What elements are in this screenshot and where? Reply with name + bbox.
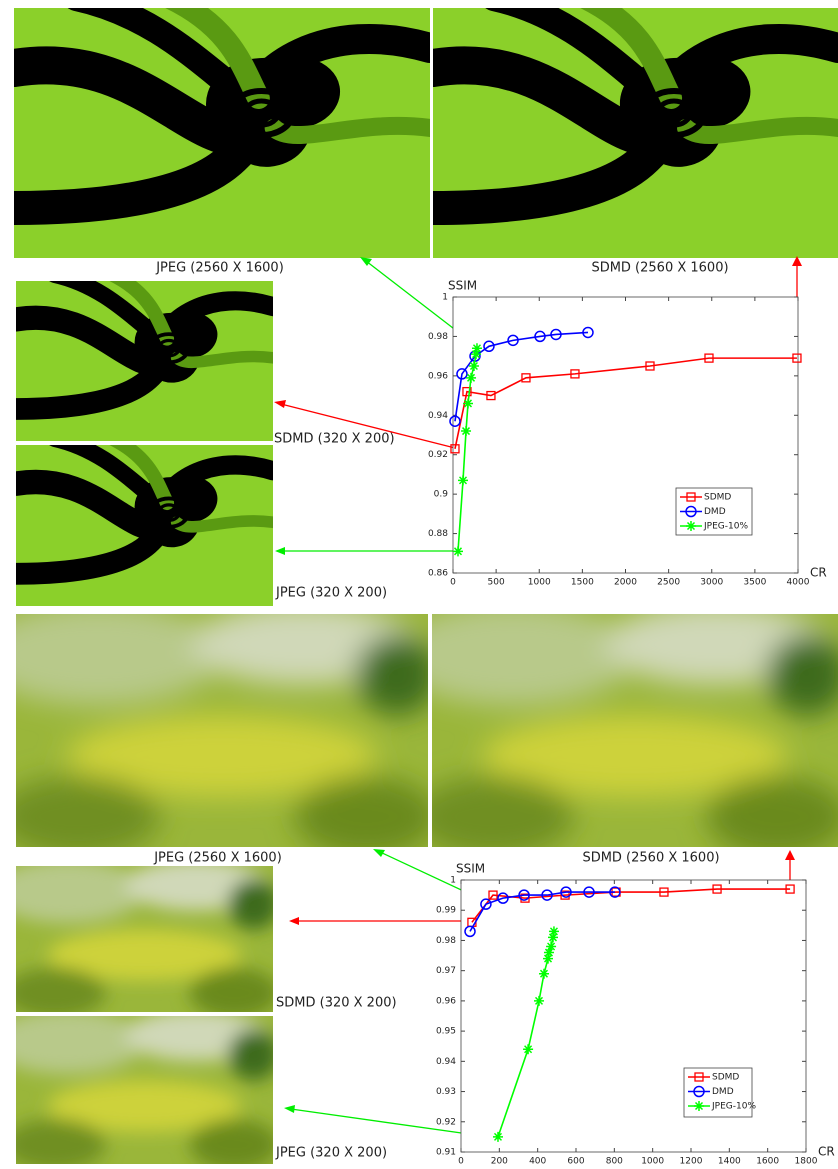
y-tick-label: 0.94 (436, 1057, 456, 1067)
image-caption: JPEG (320 X 200) (275, 1146, 387, 1161)
marker (469, 361, 479, 371)
x-tick-label: 600 (567, 1157, 584, 1167)
x-tick-label: 1000 (641, 1157, 664, 1167)
y-tick-label: 0.9 (434, 490, 449, 500)
y-tick-label: 0.98 (436, 936, 456, 946)
legend-label: DMD (704, 507, 726, 517)
image-caption: JPEG (2560 X 1600) (153, 851, 282, 866)
x-tick-label: 4000 (787, 578, 810, 588)
x-tick-label: 0 (450, 578, 456, 588)
image-caption: JPEG (320 X 200) (275, 586, 387, 601)
image (391, 604, 838, 857)
y-axis-label: SSIM (448, 279, 477, 293)
x-tick-label: 1800 (795, 1157, 818, 1167)
y-tick-label: 0.93 (436, 1087, 456, 1097)
legend-marker (694, 1101, 704, 1111)
image (0, 1010, 279, 1169)
legend-label: SDMD (712, 1073, 739, 1083)
image-caption: SDMD (2560 X 1600) (582, 851, 719, 866)
y-tick-label: 0.96 (436, 996, 456, 1006)
x-tick-label: 1000 (528, 578, 551, 588)
image-caption: SDMD (320 X 200) (276, 996, 397, 1011)
image (433, 0, 838, 258)
image (0, 860, 279, 1019)
x-tick-label: 400 (529, 1157, 546, 1167)
y-tick-label: 0.96 (428, 371, 448, 381)
image (0, 604, 438, 857)
x-tick-label: 1400 (718, 1157, 741, 1167)
y-tick-label: 0.97 (436, 966, 456, 976)
image (16, 275, 273, 441)
x-tick-label: 2000 (614, 578, 637, 588)
y-tick-label: 0.92 (436, 1117, 456, 1127)
x-axis-label: CR (810, 566, 827, 580)
x-tick-label: 0 (458, 1157, 464, 1167)
x-tick-label: 500 (488, 578, 505, 588)
marker (523, 1044, 533, 1054)
image (16, 439, 273, 606)
marker (461, 426, 471, 436)
marker (539, 969, 549, 979)
marker (472, 343, 482, 353)
legend-label: SDMD (704, 493, 731, 503)
x-tick-label: 1600 (756, 1157, 779, 1167)
legend-label: JPEG-10% (711, 1102, 756, 1112)
y-axis-label: SSIM (456, 862, 485, 876)
y-tick-label: 0.92 (428, 450, 448, 460)
image-caption: SDMD (320 X 200) (274, 432, 395, 447)
y-tick-label: 1 (442, 293, 448, 303)
marker (453, 546, 463, 556)
x-tick-label: 2500 (657, 578, 680, 588)
y-tick-label: 0.94 (428, 411, 448, 421)
x-tick-label: 1200 (680, 1157, 703, 1167)
x-axis-label: CR (818, 1145, 835, 1159)
x-tick-label: 3500 (743, 578, 766, 588)
marker (493, 1132, 503, 1142)
marker (546, 941, 556, 951)
marker (534, 996, 544, 1006)
image-caption: SDMD (2560 X 1600) (591, 261, 728, 276)
marker (463, 398, 473, 408)
x-tick-label: 800 (606, 1157, 623, 1167)
y-tick-label: 1 (450, 876, 456, 886)
image (14, 0, 430, 258)
x-tick-label: 1500 (571, 578, 594, 588)
image-caption: JPEG (2560 X 1600) (155, 261, 284, 276)
legend-label: JPEG-10% (703, 522, 748, 532)
marker (549, 926, 559, 936)
y-tick-label: 0.88 (428, 529, 448, 539)
legend-marker (686, 521, 696, 531)
legend-label: DMD (712, 1087, 734, 1097)
x-tick-label: 3000 (700, 578, 723, 588)
x-tick-label: 200 (491, 1157, 508, 1167)
y-tick-label: 0.86 (428, 569, 448, 579)
y-tick-label: 0.99 (436, 906, 456, 916)
y-tick-label: 0.91 (436, 1148, 456, 1158)
marker (458, 475, 468, 485)
marker (466, 373, 476, 383)
figure: 0.86 0.88 0.9 0.92 0.94 0.96 0.98 1 0 500 1000 1500… (0, 0, 838, 1169)
y-tick-label: 0.98 (428, 332, 448, 342)
y-tick-label: 0.95 (436, 1027, 456, 1037)
